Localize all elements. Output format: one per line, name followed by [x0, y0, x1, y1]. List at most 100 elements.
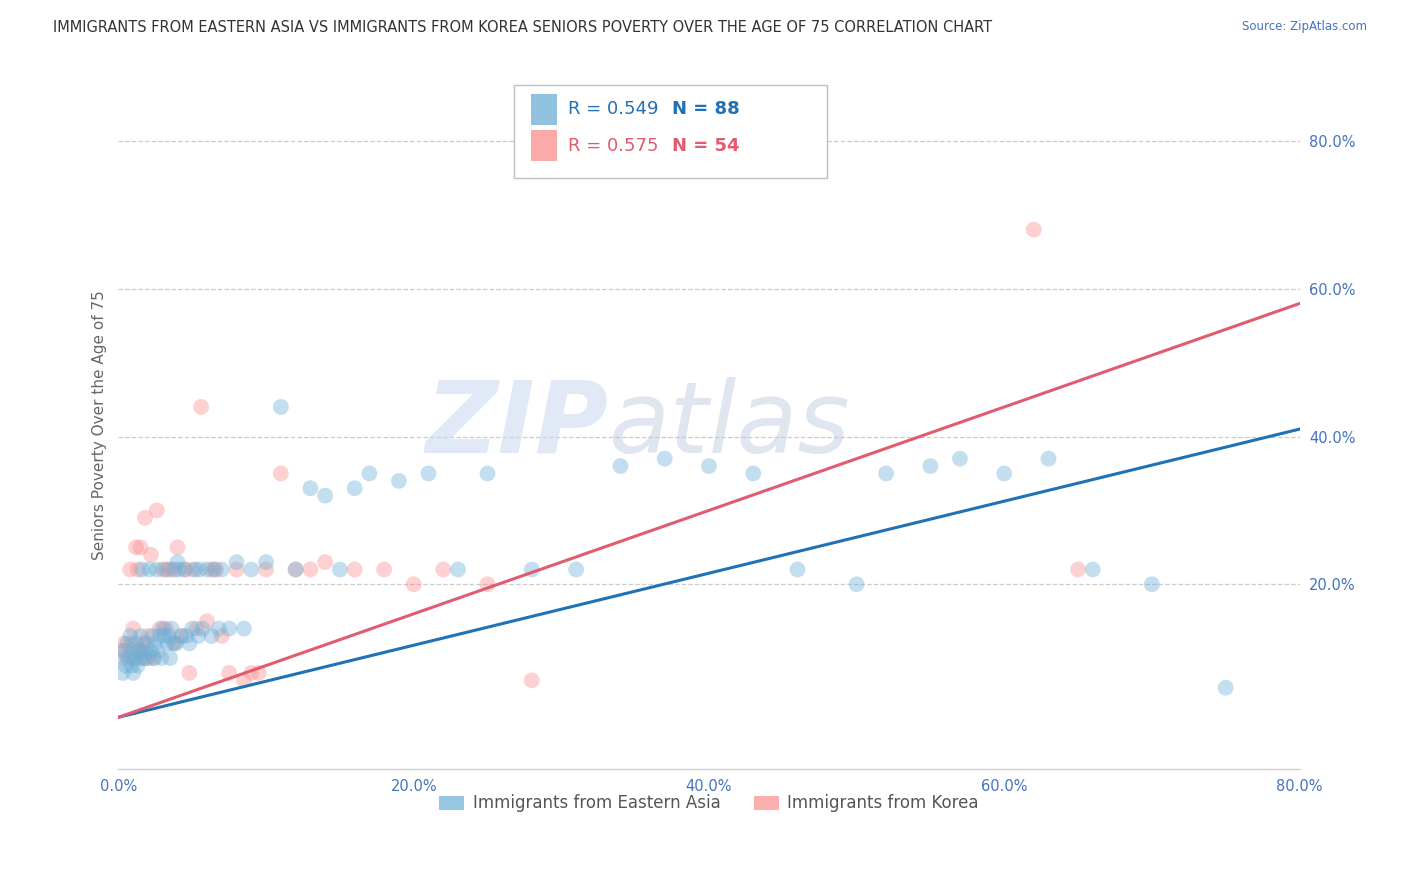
Point	[155, 562, 177, 576]
Point	[166, 541, 188, 555]
Point	[169, 629, 191, 643]
Point	[135, 651, 157, 665]
Point	[124, 651, 146, 665]
Point	[218, 665, 240, 680]
Point	[993, 467, 1015, 481]
Point	[132, 651, 155, 665]
Point	[520, 673, 543, 688]
Point	[141, 629, 163, 643]
Point	[136, 651, 159, 665]
Point	[875, 467, 897, 481]
Point	[218, 622, 240, 636]
Point	[150, 651, 173, 665]
Point	[122, 622, 145, 636]
Point	[920, 458, 942, 473]
Point	[208, 622, 231, 636]
Legend: Immigrants from Eastern Asia, Immigrants from Korea: Immigrants from Eastern Asia, Immigrants…	[433, 788, 986, 819]
Point	[153, 629, 176, 643]
Point	[254, 555, 277, 569]
Point	[120, 629, 142, 643]
Point	[247, 665, 270, 680]
Point	[254, 562, 277, 576]
Point	[186, 622, 208, 636]
Point	[157, 562, 180, 576]
Point	[520, 562, 543, 576]
Point	[165, 636, 187, 650]
Point	[447, 562, 470, 576]
Point	[160, 622, 183, 636]
Point	[114, 658, 136, 673]
Point	[187, 629, 209, 643]
Point	[1215, 681, 1237, 695]
Point	[225, 555, 247, 569]
Point	[131, 644, 153, 658]
Point	[343, 562, 366, 576]
Point	[138, 562, 160, 576]
Point	[181, 562, 204, 576]
Point	[314, 555, 336, 569]
Text: R = 0.575: R = 0.575	[568, 136, 659, 155]
Point	[162, 636, 184, 650]
Point	[402, 577, 425, 591]
Point	[195, 562, 218, 576]
Point	[742, 467, 765, 481]
Point	[299, 562, 322, 576]
Point	[1067, 562, 1090, 576]
Point	[184, 562, 207, 576]
Point	[139, 548, 162, 562]
Point	[173, 562, 195, 576]
Point	[200, 562, 222, 576]
Point	[146, 562, 169, 576]
Point	[167, 562, 190, 576]
Point	[152, 622, 174, 636]
FancyBboxPatch shape	[530, 130, 557, 161]
Point	[128, 644, 150, 658]
Point	[173, 562, 195, 576]
Point	[156, 636, 179, 650]
Text: N = 88: N = 88	[672, 101, 740, 119]
Point	[111, 665, 134, 680]
Point	[654, 451, 676, 466]
Point	[121, 636, 143, 650]
Point	[697, 458, 720, 473]
Point	[418, 467, 440, 481]
Point	[240, 665, 263, 680]
Point	[477, 577, 499, 591]
Point	[232, 622, 254, 636]
Point	[240, 562, 263, 576]
Point	[117, 636, 139, 650]
Point	[134, 644, 156, 658]
Point	[786, 562, 808, 576]
Point	[170, 629, 193, 643]
Point	[1038, 451, 1060, 466]
FancyBboxPatch shape	[530, 94, 557, 125]
Point	[1140, 577, 1163, 591]
Point	[299, 481, 322, 495]
Point	[232, 673, 254, 688]
Point	[110, 651, 132, 665]
Point	[373, 562, 395, 576]
Point	[134, 510, 156, 524]
Point	[146, 503, 169, 517]
Text: ZIP: ZIP	[426, 377, 609, 474]
Point	[129, 541, 152, 555]
Point	[205, 562, 228, 576]
Point	[121, 658, 143, 673]
Point	[432, 562, 454, 576]
Point	[565, 562, 588, 576]
Point	[270, 400, 292, 414]
Point	[142, 651, 165, 665]
Point	[136, 629, 159, 643]
Point	[142, 651, 165, 665]
Point	[200, 629, 222, 643]
Point	[131, 562, 153, 576]
Point	[284, 562, 307, 576]
Point	[122, 644, 145, 658]
Point	[149, 622, 172, 636]
Point	[211, 629, 233, 643]
Point	[112, 644, 135, 658]
Point	[181, 622, 204, 636]
Point	[477, 467, 499, 481]
Point	[112, 636, 135, 650]
Point	[120, 562, 142, 576]
